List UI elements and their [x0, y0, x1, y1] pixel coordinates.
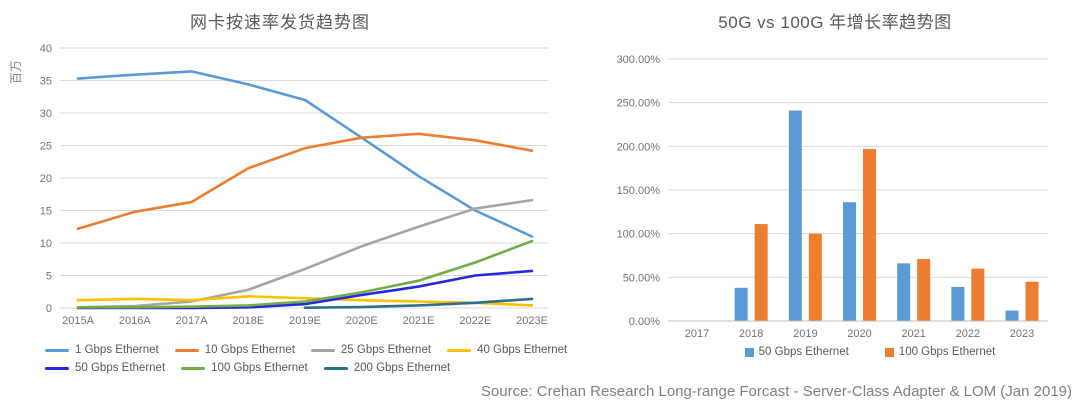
- legend-label: 1 Gbps Ethernet: [75, 344, 159, 356]
- y-axis-tick-label: 100.00%: [617, 229, 661, 241]
- y-axis-tick-label: 20: [40, 173, 52, 185]
- legend-line-swatch: [447, 348, 472, 352]
- series-line-100-gbps-ethernet: [76, 239, 534, 309]
- series-line-25-gbps-ethernet: [76, 198, 534, 309]
- legend-item-25-gbps-ethernet: 25 Gbps Ethernet: [310, 344, 432, 356]
- series-line-10-gbps-ethernet: [76, 132, 534, 230]
- y-axis-tick-label: 25: [40, 141, 52, 153]
- legend-label: 50 Gbps Ethernet: [758, 346, 849, 358]
- line-chart-shipments: 网卡按速率发货趋势图 40 35 30 25 20 15 10 5 0 百万 2015A 2016A 2…: [0, 0, 567, 385]
- y-axis-tick-label: 40: [40, 43, 52, 55]
- legend-line-swatch: [181, 366, 206, 370]
- legend-square-swatch: [744, 347, 754, 357]
- bar-50-gbps-ethernet-2023: [1005, 310, 1019, 321]
- bar-100-gbps-ethernet-2019: [808, 233, 822, 321]
- y-axis-tick-label: 35: [40, 76, 52, 88]
- legend-item-50-gbps-ethernet: 50 Gbps Ethernet: [45, 362, 165, 374]
- source-note: Source: Crehan Research Long-range Forca…: [480, 383, 1072, 400]
- line-chart-legend: 1 Gbps Ethernet 10 Gbps Ethernet 25 Gbps E…: [0, 341, 567, 377]
- legend-label: 50 Gbps Ethernet: [75, 362, 166, 374]
- y-axis-tick-label: 150.00%: [617, 185, 661, 197]
- bar-50-gbps-ethernet-2022: [951, 286, 965, 321]
- legend-label: 25 Gbps Ethernet: [340, 344, 432, 356]
- legend-square-swatch: [884, 347, 894, 357]
- bar-50-gbps-ethernet-2018: [734, 287, 748, 321]
- x-axis-tick-label: 2021: [901, 328, 925, 340]
- x-axis-tick-label: 2020: [847, 328, 871, 340]
- bar-chart-title: 50G vs 100G 年增长率趋势图: [718, 13, 952, 32]
- y-axis-tick-label: 15: [40, 206, 52, 218]
- y-axis-tick-label: 250.00%: [617, 98, 661, 110]
- x-axis-tick-label: 2022E: [459, 315, 491, 327]
- y-axis-title: 百万: [9, 60, 23, 84]
- legend-item-200-gbps-ethernet: 200 Gbps Ethernet: [323, 362, 451, 374]
- y-axis-tick-label: 5: [46, 271, 52, 283]
- bar-100-gbps-ethernet-2020: [863, 148, 877, 321]
- bar-100-gbps-ethernet-2023: [1025, 281, 1039, 321]
- legend-line-swatch: [45, 348, 69, 352]
- legend-label: 200 Gbps Ethernet: [353, 362, 451, 374]
- x-axis-tick-label: 2017A: [176, 315, 208, 327]
- x-axis-tick-label: 2019: [793, 328, 817, 340]
- x-axis-tick-label: 2018E: [232, 315, 264, 327]
- line-chart-plot-area: 40 35 30 25 20 15 10 5 0 百万 2015A 2016A 2017A 2018E 20…: [9, 43, 548, 327]
- bar-100-gbps-ethernet-2018: [754, 224, 768, 321]
- y-axis-tick-label: 0.00%: [629, 316, 660, 328]
- x-axis-tick-label: 2020E: [346, 315, 378, 327]
- x-axis-tick-label: 2021E: [403, 315, 435, 327]
- legend-item-1-gbps-ethernet: 1 Gbps Ethernet: [45, 344, 159, 356]
- x-axis-tick-label: 2016A: [119, 315, 151, 327]
- x-axis-tick-label: 2017: [685, 328, 709, 340]
- y-axis-tick-label: 50.00%: [623, 272, 661, 284]
- bar-50-gbps-ethernet-2020: [843, 202, 857, 321]
- legend-line-swatch: [310, 348, 335, 352]
- legend-label: 100 Gbps Ethernet: [211, 362, 308, 374]
- bar-100-gbps-ethernet-2022: [971, 268, 985, 321]
- legend-item-40-gbps-ethernet: 40 Gbps Ethernet: [447, 344, 567, 356]
- line-chart-title: 网卡按速率发货趋势图: [190, 13, 370, 32]
- bar-chart-plot-area: 300.00% 250.00% 200.00% 150.00% 100.00% 50.00…: [617, 54, 1048, 340]
- bar-50-gbps-ethernet-2021: [897, 263, 911, 321]
- legend-row: 1 Gbps Ethernet 10 Gbps Ethernet 25 Gbps E…: [45, 341, 567, 359]
- x-axis-tick-label: 2015A: [62, 315, 94, 327]
- x-axis-tick-label: 2018: [739, 328, 763, 340]
- y-axis-tick-label: 30: [40, 108, 52, 120]
- legend-label: 10 Gbps Ethernet: [204, 344, 295, 356]
- y-axis-tick-label: 300.00%: [617, 54, 661, 66]
- bar-50-gbps-ethernet-2019: [788, 110, 802, 321]
- legend-item-50-gbps-ethernet: 50 Gbps Ethernet: [744, 346, 849, 358]
- series-line-1-gbps-ethernet: [76, 70, 534, 238]
- y-axis-tick-label: 10: [40, 238, 52, 250]
- bar-chart-growth: 50G vs 100G 年增长率趋势图 300.00% 250.00% 200.00…: [590, 0, 1080, 380]
- legend-label: 40 Gbps Ethernet: [477, 344, 568, 356]
- y-axis-tick-label: 0: [46, 303, 52, 315]
- legend-label: 100 Gbps Ethernet: [898, 346, 996, 358]
- legend-item-100-gbps-ethernet: 100 Gbps Ethernet: [884, 346, 996, 358]
- legend-item-100-gbps-ethernet: 100 Gbps Ethernet: [181, 362, 308, 374]
- x-axis-tick-label: 2022: [956, 328, 980, 340]
- x-axis-tick-label: 2023E: [516, 315, 548, 327]
- x-axis-tick-label: 2023: [1010, 328, 1034, 340]
- x-axis-tick-label: 2019E: [289, 315, 321, 327]
- bar-chart-legend: 50 Gbps Ethernet 100 Gbps Ethernet: [590, 346, 1080, 358]
- legend-item-10-gbps-ethernet: 10 Gbps Ethernet: [174, 344, 295, 356]
- legend-line-swatch: [45, 366, 69, 370]
- y-axis-tick-label: 200.00%: [617, 141, 661, 153]
- bar-100-gbps-ethernet-2021: [917, 258, 931, 321]
- legend-line-swatch: [174, 348, 199, 352]
- legend-row: 50 Gbps Ethernet 100 Gbps Ethernet 200 Gbp…: [45, 359, 560, 377]
- legend-line-swatch: [323, 366, 348, 370]
- series-line-200-gbps-ethernet: [303, 297, 534, 309]
